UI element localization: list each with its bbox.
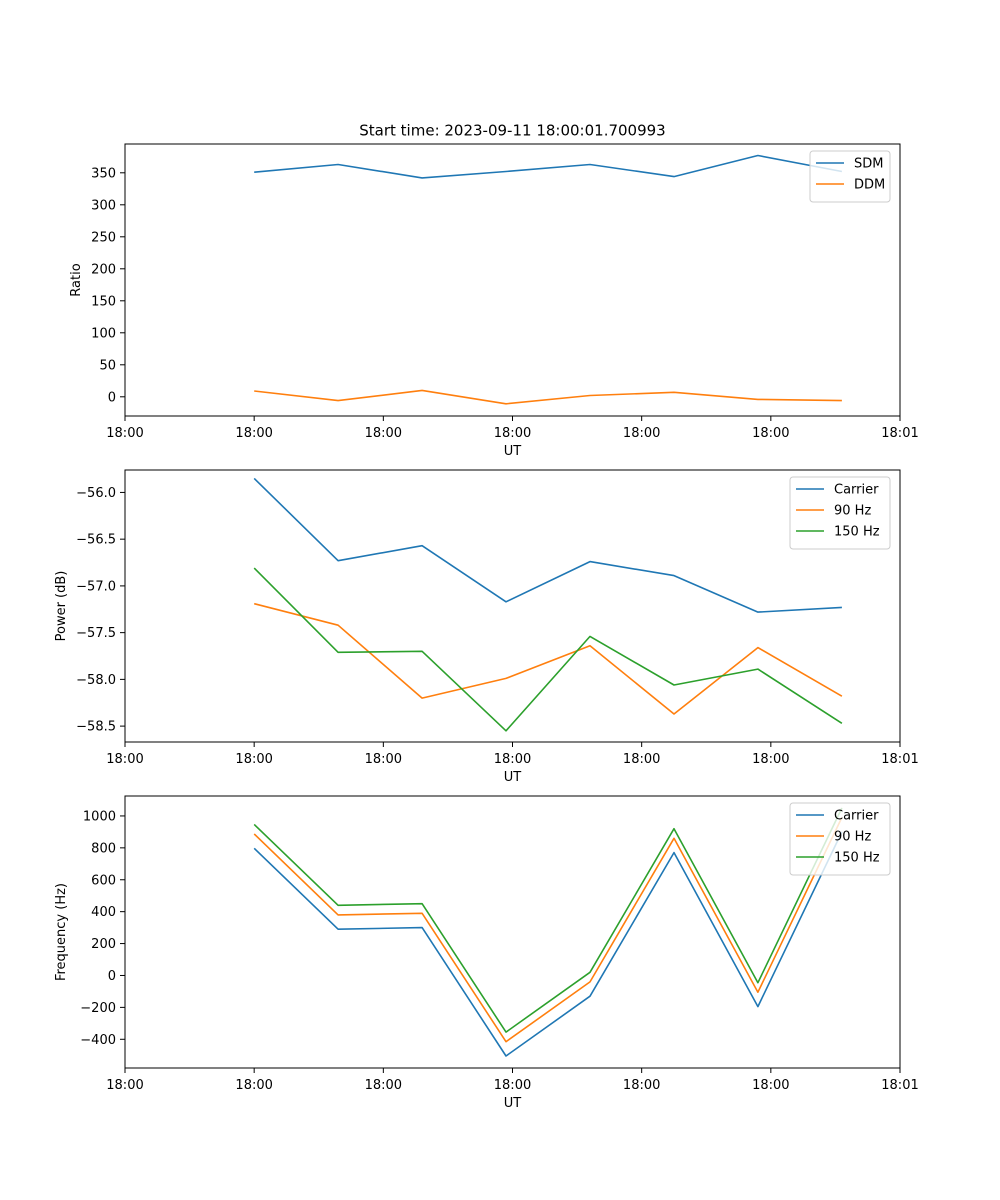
y-tick-label: 600 [91,873,116,888]
series-line-sdm [254,154,843,179]
y-tick-label: 200 [91,262,116,277]
y-tick-label: −57.0 [76,579,116,594]
legend-label: Carrier [834,809,879,824]
axes-frame [124,143,901,417]
x-tick-label: 18:01 [881,426,918,441]
x-tick-label: 18:00 [623,426,660,441]
y-axis-label: Ratio [69,263,84,296]
x-tick-label: 18:00 [365,1078,402,1093]
y-tick-label: 0 [108,390,116,405]
y-tick-label: 350 [91,166,116,181]
series-line-90-hz [253,817,843,1043]
figure-title: Start time: 2023-09-11 18:00:01.700993 [359,122,665,140]
x-axis-label: UT [504,1096,522,1111]
series-line-ddm [254,389,842,405]
y-tick-label: −58.0 [76,673,116,688]
y-tick-label: 800 [91,841,116,856]
y-tick-label: 50 [99,358,116,373]
legend-label: DDM [854,178,885,193]
x-tick-label: 18:00 [106,1078,143,1093]
legend: SDM DDM [809,150,891,203]
y-axis-label: Frequency (Hz) [54,883,69,981]
y-tick-label: 400 [91,905,116,920]
x-axis-label: UT [504,444,522,459]
x-tick-label: 18:00 [235,426,272,441]
series-line-carrier [253,831,843,1057]
series-line-150-hz [253,567,843,732]
x-tick-label: 18:00 [365,426,402,441]
y-tick-label: 100 [91,326,116,341]
x-tick-label: 18:01 [881,1078,918,1093]
x-tick-label: 18:00 [235,752,272,767]
y-tick-label: 150 [91,294,116,309]
legend-label: SDM [854,157,883,172]
y-tick-label: −58.5 [76,720,116,735]
x-tick-label: 18:00 [494,752,531,767]
x-tick-label: 18:00 [235,1078,272,1093]
x-tick-label: 18:01 [881,752,918,767]
y-tick-label: −200 [80,1001,116,1016]
y-tick-label: 300 [91,198,116,213]
axes-frame [124,795,901,1069]
legend-label: 150 Hz [834,851,880,866]
y-axis-label: Power (dB) [54,571,69,642]
x-tick-label: 18:00 [106,752,143,767]
x-tick-label: 18:00 [494,426,531,441]
chart-panel-2: 18:00 18:00 18:00 18:00 18:00 18:00 18:01 −58.5… [54,469,919,785]
y-tick-label: 250 [91,230,116,245]
series-line-90-hz [254,602,843,715]
legend: Carrier 90 Hz 150 Hz [789,476,891,550]
x-tick-label: 18:00 [752,426,789,441]
y-tick-label: 200 [91,937,116,952]
legend-label: 150 Hz [834,525,880,540]
x-tick-label: 18:00 [106,426,143,441]
y-tick-label: 1000 [83,809,116,824]
y-tick-label: −400 [80,1033,116,1048]
chart-panel-1: 18:00 18:00 18:00 18:00 18:00 18:00 18:01 0 50 10… [69,143,919,459]
series-line-carrier [253,477,842,613]
x-tick-label: 18:00 [752,752,789,767]
x-axis-label: UT [504,770,522,785]
legend-label: 90 Hz [834,830,871,845]
x-tick-label: 18:00 [365,752,402,767]
legend-label: Carrier [834,483,879,498]
series-line-150-hz [253,807,843,1033]
y-tick-label: −56.0 [76,486,116,501]
y-tick-label: −56.5 [76,533,116,548]
y-tick-label: 0 [108,969,116,984]
x-tick-label: 18:00 [623,1078,660,1093]
chart-panel-3: 18:00 18:00 18:00 18:00 18:00 18:00 18:01 −400 −… [54,795,919,1111]
axes-frame [124,469,901,743]
legend-label: 90 Hz [834,504,871,519]
legend: Carrier 90 Hz 150 Hz [789,802,891,876]
y-tick-label: −57.5 [76,626,116,641]
x-tick-label: 18:00 [623,752,660,767]
x-tick-label: 18:00 [752,1078,789,1093]
x-tick-label: 18:00 [494,1078,531,1093]
